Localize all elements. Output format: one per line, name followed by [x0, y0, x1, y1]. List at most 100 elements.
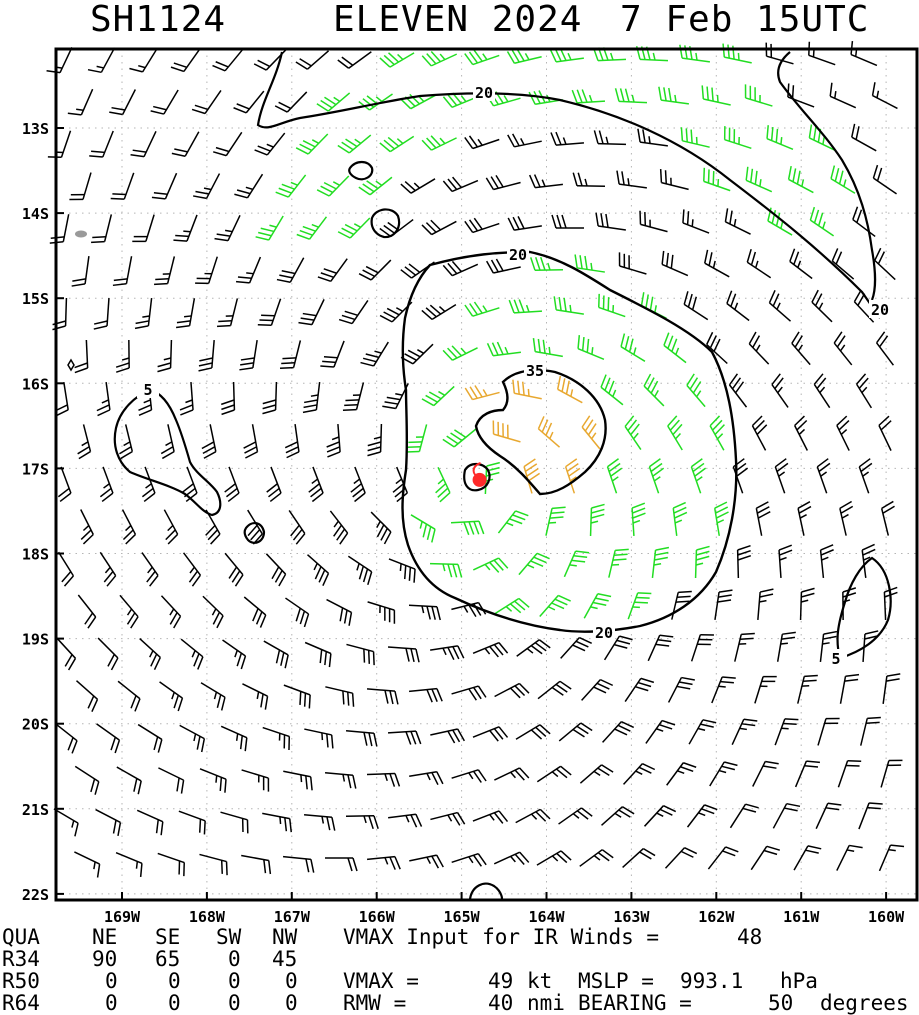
wind-barb	[546, 507, 566, 535]
wind-barb	[203, 596, 223, 628]
wind-barb	[200, 769, 226, 793]
contour-island-a	[349, 162, 372, 179]
rmw-unit: nmi	[527, 992, 565, 1014]
wind-barb	[794, 846, 821, 870]
wind-barb	[195, 257, 217, 284]
wind-barb	[552, 215, 584, 228]
wind-barb	[276, 175, 306, 197]
wind-barb	[97, 724, 120, 753]
wind-barb	[317, 93, 350, 111]
wind-barb	[422, 220, 456, 234]
wind-barb	[140, 639, 161, 670]
contour-label: 20	[509, 246, 527, 264]
wind-barb	[494, 852, 529, 864]
wind-barb	[135, 298, 152, 328]
contour-label: 5	[143, 381, 152, 399]
row-r34-ne: 90	[92, 948, 117, 970]
wind-barb	[221, 812, 248, 833]
wind-barb	[564, 551, 589, 577]
contour-label: 35	[526, 362, 544, 380]
wind-barb	[72, 256, 89, 286]
wind-barb	[264, 641, 288, 668]
wind-barb	[852, 124, 876, 151]
wind-barb	[284, 685, 310, 708]
wind-barb	[297, 217, 327, 239]
wind-barb	[599, 294, 625, 317]
wind-barb	[691, 459, 705, 493]
wind-barb	[882, 501, 895, 535]
wind-barb	[50, 214, 69, 243]
wind-barb	[659, 87, 689, 104]
wind-barb	[684, 291, 708, 319]
wind-barb	[371, 512, 391, 544]
wind-barb	[877, 332, 894, 365]
wind-barb	[263, 728, 290, 750]
wind-barb	[256, 216, 284, 240]
wind-barb	[537, 851, 571, 865]
wind-contours	[115, 52, 891, 899]
wind-barb	[221, 726, 247, 751]
wind-barb	[161, 424, 174, 458]
wind-barb	[96, 810, 121, 836]
wind-barb	[516, 809, 550, 822]
contour-20-inner	[403, 252, 737, 632]
wind-barb	[661, 169, 689, 189]
wind-barb	[338, 52, 372, 68]
wind-barb	[401, 344, 433, 364]
center-dot	[473, 473, 487, 487]
wind-barb	[533, 338, 562, 356]
wind-barb	[152, 173, 177, 199]
wind-barb	[696, 546, 710, 578]
wind-barb	[708, 847, 738, 869]
wind-barb	[303, 382, 320, 412]
wind-barb	[409, 855, 443, 868]
wind-barb	[715, 590, 733, 620]
wind-barb	[367, 689, 398, 704]
wind-barb	[296, 134, 328, 154]
wind-barb	[664, 333, 686, 363]
wind-barb	[242, 684, 267, 710]
wind-barb	[608, 459, 622, 493]
wind-barb	[183, 467, 197, 502]
row-r34-label: R34	[2, 948, 40, 970]
wind-barb	[672, 591, 692, 619]
wind-barb	[775, 459, 788, 494]
wind-barb	[346, 644, 374, 665]
wind-barb	[338, 218, 370, 238]
wind-barb	[129, 48, 157, 72]
wind-barb	[367, 774, 399, 787]
wind-barb	[680, 45, 710, 62]
vmax-value: 49	[488, 970, 513, 992]
wind-barb	[625, 416, 641, 450]
wind-barb	[388, 647, 419, 662]
wind-barb	[452, 854, 486, 867]
wind-barb	[662, 251, 688, 276]
wind-barb	[810, 207, 833, 236]
wind-barb	[255, 133, 285, 155]
wind-barb	[609, 549, 629, 577]
wind-barb	[775, 719, 798, 745]
wind-barb	[320, 341, 344, 367]
wind-barb	[554, 296, 584, 314]
wind-barb	[422, 386, 454, 405]
wind-barb	[749, 332, 768, 364]
wind-barb	[596, 213, 626, 230]
wind-barb	[879, 416, 891, 450]
wind-barb	[234, 91, 264, 113]
wind-barb	[772, 374, 788, 408]
wind-barb	[339, 300, 368, 323]
wind-barb	[258, 299, 281, 325]
wind-barb	[244, 597, 265, 628]
wind-barb	[118, 681, 140, 711]
land-islet	[75, 231, 87, 238]
wind-barb	[773, 804, 800, 829]
wind-barb	[280, 340, 300, 368]
land-islands	[68, 231, 87, 371]
wind-barb	[582, 680, 613, 701]
wind-barb	[248, 510, 263, 544]
wind-barb	[509, 299, 542, 312]
row-r64-label: R64	[2, 992, 40, 1014]
wind-barb	[48, 131, 71, 157]
wind-barb	[98, 638, 118, 670]
wind-barb	[465, 385, 499, 399]
